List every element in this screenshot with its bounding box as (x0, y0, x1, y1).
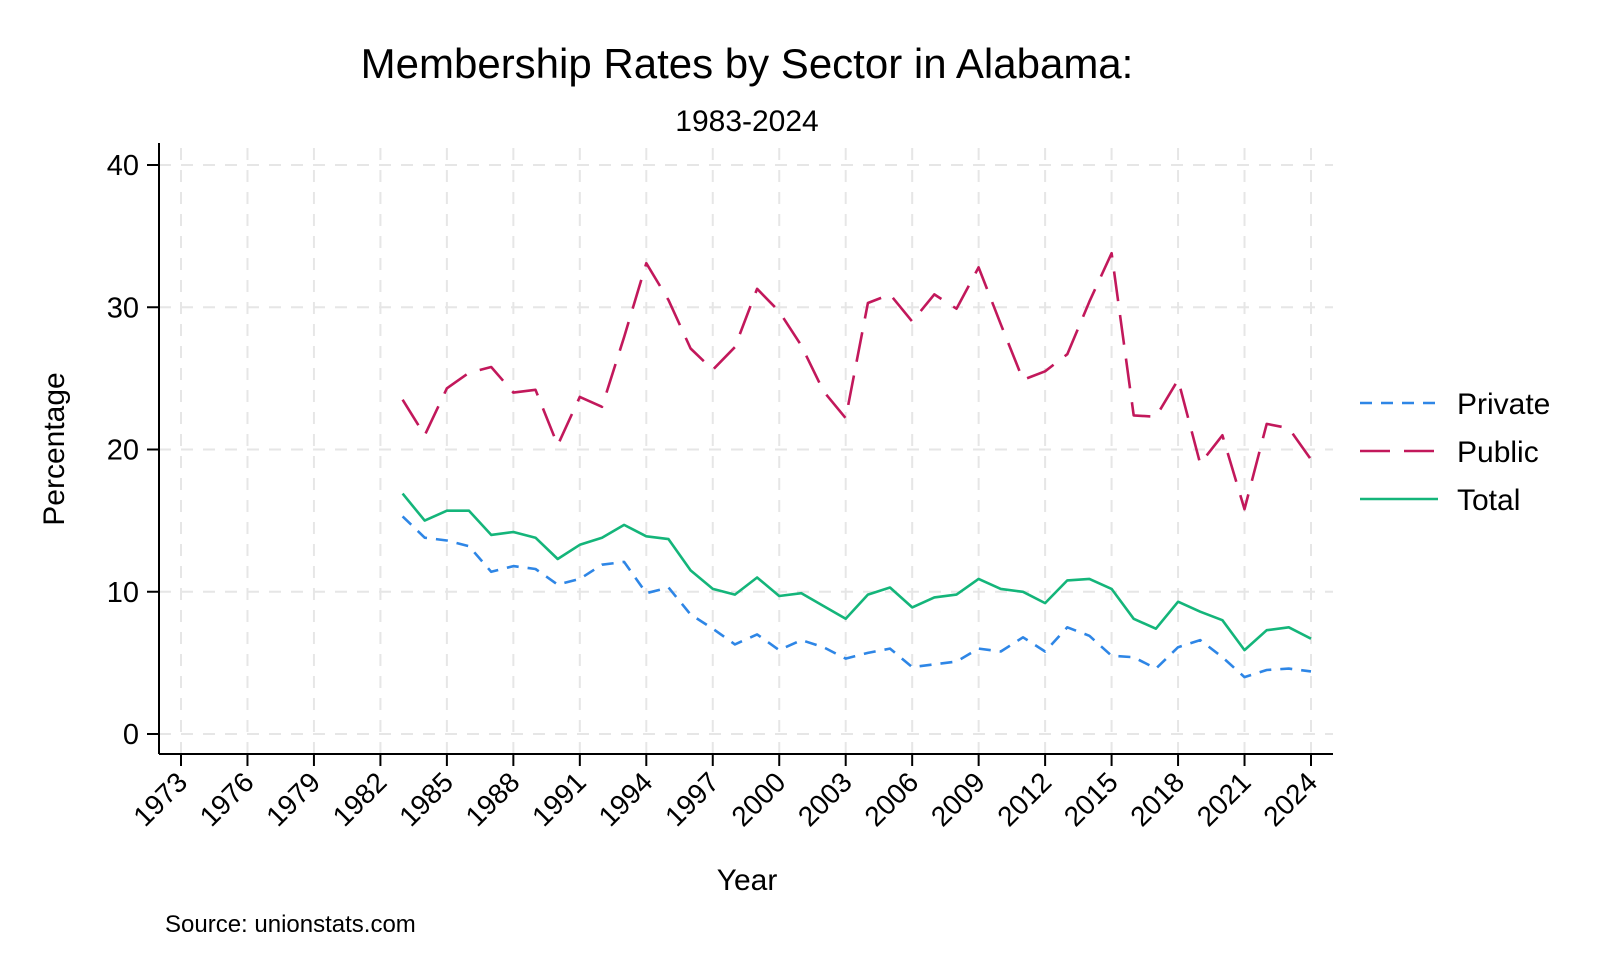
series-line-private (401, 515, 1312, 679)
x-tick-label: 1985 (393, 766, 459, 832)
grid-lines (159, 148, 1333, 754)
legend: Private Public Total (1360, 388, 1550, 517)
series-lines (401, 251, 1313, 679)
x-tick-label: 1991 (526, 766, 592, 832)
x-tick-label: 1973 (127, 766, 193, 832)
x-tick-label: 2012 (991, 766, 1057, 832)
legend-label-public: Public (1457, 436, 1539, 469)
legend-label-total: Total (1457, 484, 1520, 517)
y-tick-label: 0 (123, 719, 139, 751)
chart-title: Membership Rates by Sector in Alabama: (361, 40, 1134, 87)
x-tick-label: 1982 (327, 766, 393, 832)
x-tick-label: 1988 (460, 766, 526, 832)
series-line-public (401, 251, 1313, 511)
x-tick-label: 2000 (726, 766, 792, 832)
y-tick-label: 20 (107, 435, 139, 467)
y-tick-label: 10 (107, 577, 139, 609)
x-tick-label: 2015 (1058, 766, 1124, 832)
legend-label-private: Private (1457, 388, 1550, 421)
chart-subtitle: 1983-2024 (675, 105, 818, 138)
x-tick-label: 2024 (1257, 766, 1323, 832)
x-tick-label: 1979 (260, 766, 326, 832)
x-tick-label: 1997 (659, 766, 725, 832)
series-line-total (401, 492, 1312, 652)
y-axis-ticks: 0 10 20 30 40 (107, 150, 159, 751)
x-tick-label: 2018 (1124, 766, 1190, 832)
y-axis-title: Percentage (38, 372, 71, 525)
x-tick-label: 1994 (593, 766, 659, 832)
x-tick-label: 1976 (194, 766, 260, 832)
y-tick-label: 40 (107, 150, 139, 182)
x-tick-label: 2021 (1191, 766, 1257, 832)
x-tick-label: 2009 (925, 766, 991, 832)
y-tick-label: 30 (107, 292, 139, 324)
x-axis-title: Year (717, 864, 778, 897)
x-axis-ticks: 1973 1976 1979 1982 1985 1988 1991 1994 1997 2000… (127, 754, 1323, 832)
source-note: Source: unionstats.com (165, 911, 416, 938)
x-tick-label: 2006 (858, 766, 924, 832)
x-tick-label: 2003 (792, 766, 858, 832)
